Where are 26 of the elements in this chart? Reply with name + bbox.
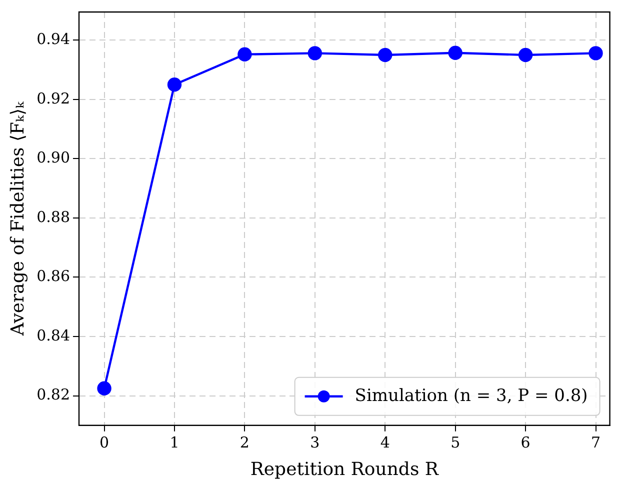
- legend-label: Simulation (n = 3, P = 0.8): [354, 386, 588, 406]
- y-tick-label: 0.82: [36, 386, 70, 404]
- point: [308, 46, 322, 60]
- point: [238, 47, 252, 62]
- x-tick-label: 7: [590, 433, 601, 452]
- y-axis-title: Average of Fidelities ⟨Fₖ⟩ₖ: [7, 101, 28, 337]
- y-tick-label: 0.88: [36, 208, 70, 226]
- x-tick-label: 3: [310, 433, 320, 452]
- x-tick-label: 5: [450, 433, 460, 452]
- x-tick-label: 6: [520, 433, 530, 452]
- point: [448, 46, 462, 60]
- y-tick-label: 0.94: [36, 30, 70, 48]
- y-tick-label: 0.92: [36, 89, 70, 108]
- x-tick-label: 0: [100, 433, 110, 452]
- y-tick-label: 0.84: [36, 326, 70, 344]
- y-tick-label: 0.90: [36, 148, 70, 167]
- point: [518, 48, 533, 62]
- point: [378, 48, 392, 62]
- x-axis-title: Repetition Rounds R: [250, 458, 439, 480]
- x-tick-label: 2: [240, 433, 250, 452]
- x-tick-label: 4: [380, 433, 390, 452]
- point: [588, 46, 603, 60]
- point: [167, 78, 182, 92]
- point: [97, 381, 112, 396]
- y-tick-label: 0.86: [36, 267, 70, 286]
- x-tick-label: 1: [170, 433, 180, 452]
